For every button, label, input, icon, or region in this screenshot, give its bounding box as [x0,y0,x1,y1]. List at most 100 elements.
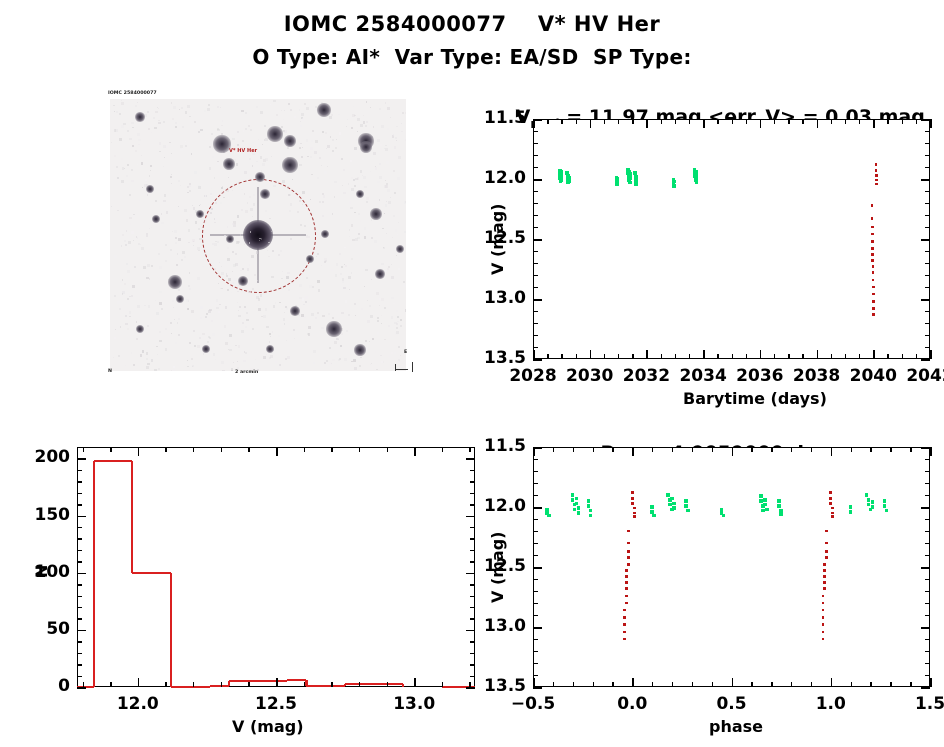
sky-noise-pixel [325,260,328,263]
sky-noise-pixel [286,307,289,309]
sky-noise-pixel [395,326,399,330]
sky-noise-pixel [379,148,382,151]
sky-noise-pixel [199,306,203,310]
phasecurve-point-out-of-eclipse [572,502,577,507]
sky-noise-pixel [346,330,349,333]
scalebar-tick-left [395,364,397,371]
sky-noise-pixel [219,262,221,264]
histogram-xtick-minor-top [248,447,250,452]
lightcurve-ytick-minor [533,287,538,289]
histogram-bar-edge [305,680,308,686]
sky-noise-pixel [209,192,213,196]
sky-noise-pixel [295,305,298,308]
sky-noise-pixel [390,351,393,354]
sky-noise-pixel [293,115,297,119]
sky-noise-pixel [252,216,254,218]
sky-noise-pixel [172,366,176,369]
lightcurve-xtick-minor [901,354,904,359]
phasecurve-point-eclipse [624,601,628,605]
sky-noise-pixel [221,277,224,280]
sky-noise-pixel [297,369,300,371]
phasecurve-xtick-minor-top [612,447,614,452]
sky-noise-pixel [200,128,203,132]
sky-noise-pixel [369,170,372,173]
sky-noise-pixel [286,146,289,149]
sky-noise-pixel [283,311,286,313]
sky-noise-pixel [238,309,240,311]
phasecurve-ytick-minor [533,603,538,605]
sky-noise-pixel [186,219,189,222]
sky-noise-pixel [164,194,167,197]
lightcurve-ytick-minor [533,215,538,217]
sky-noise-pixel [121,279,124,281]
sky-noise-pixel [332,358,336,362]
sky-noise-pixel [209,145,211,148]
sky-noise-pixel [359,124,363,128]
sky-noise-pixel [113,255,117,258]
sky-noise-pixel [188,189,191,192]
phasecurve-point-eclipse [626,563,630,566]
sky-noise-pixel [266,249,269,252]
phasecurve-ytick-minor-right [925,483,930,485]
sky-noise-pixel [221,192,225,195]
phasecurve-point-out-of-eclipse [765,507,770,512]
sky-noise-pixel [370,219,372,221]
sky-noise-pixel [181,106,184,109]
histogram-ytick-major-right-1 [466,629,475,632]
phasecurve-xtick-minor [810,682,813,687]
sky-noise-pixel [192,239,196,243]
lightcurve-xticklabel-1: 2030 [566,366,614,386]
sky-noise-pixel [362,114,365,117]
lightcurve-xtick-minor-top [632,119,634,124]
sky-noise-pixel [164,145,168,149]
sky-noise-pixel [322,195,326,198]
phasecurve-point-out-of-eclipse [670,496,674,501]
sky-noise-pixel [251,255,254,259]
lightcurve-xtick-minor-top [802,119,804,124]
sky-noise-pixel [330,362,333,365]
sky-noise-pixel [126,129,129,133]
sky-noise-pixel [205,312,208,315]
phasecurve-point-eclipse [825,556,829,559]
sky-noise-pixel [353,147,357,151]
phasecurve-point-out-of-eclipse [848,505,853,509]
field-star-9 [255,172,265,182]
sky-noise-pixel [297,313,300,316]
histogram-ytick-minor-right [470,504,475,506]
lightcurve-point-out-of-eclipse [628,176,633,180]
sky-noise-pixel [312,285,315,288]
lightcurve-point-out-of-eclipse [694,177,699,181]
phasecurve-plot-frame[interactable] [533,447,930,687]
sky-noise-pixel [118,138,122,142]
sky-image-canvas[interactable]: V* HV Her [110,99,406,371]
sky-noise-pixel [192,240,194,242]
sky-noise-pixel [242,129,245,132]
lightcurve-xtick-minor [632,354,634,359]
phasecurve-ytick-minor-right [925,471,930,473]
sky-noise-pixel [363,236,367,239]
sky-noise-pixel [213,218,216,220]
sky-noise-pixel [196,345,200,348]
sky-noise-pixel [314,105,317,109]
sky-noise-pixel [197,228,200,231]
histogram-plot-frame[interactable] [77,447,475,687]
histogram-bar-edge [228,681,231,686]
sky-noise-pixel [216,127,219,130]
sky-noise-pixel [194,220,198,224]
lightcurve-xtick-major-top-2 [646,119,649,128]
lightcurve-point-out-of-eclipse [559,170,564,174]
field-star-25 [260,189,270,199]
sky-noise-pixel [211,188,213,190]
sky-noise-pixel [331,213,334,215]
sky-noise-pixel [208,167,211,170]
phasecurve-point-eclipse [623,630,626,634]
sky-noise-pixel [344,357,347,361]
histogram-bar-top [229,680,249,683]
sky-noise-pixel [235,263,238,266]
phasecurve-xtick-minor [910,682,912,687]
sky-noise-pixel [235,253,238,255]
histogram-bar-top [209,684,229,688]
phasecurve-point-out-of-eclipse [572,507,577,512]
lightcurve-plot-frame[interactable] [533,119,930,359]
sky-noise-pixel [284,129,288,133]
